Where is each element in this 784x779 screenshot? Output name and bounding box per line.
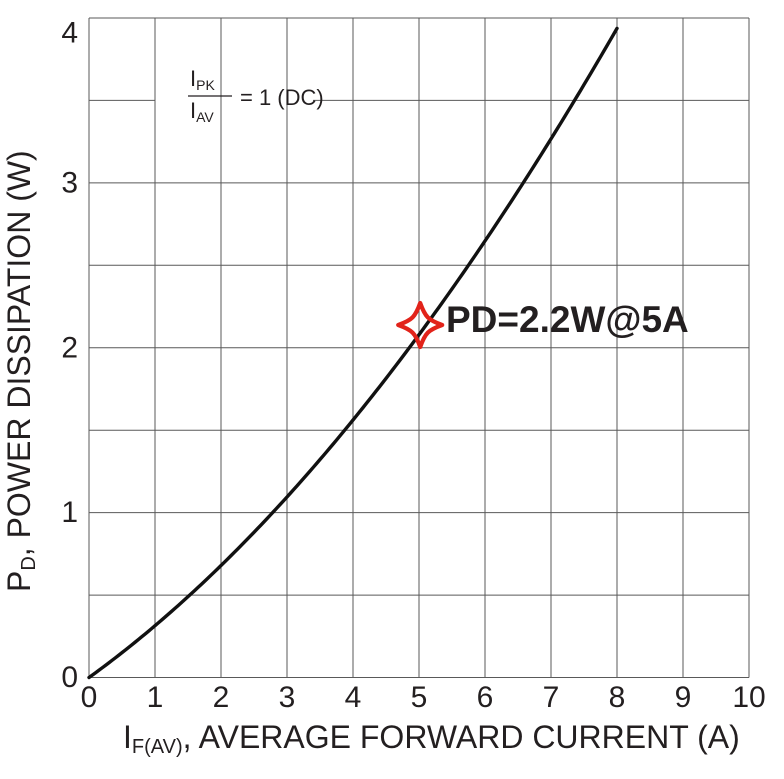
svg-text:1: 1 [147,681,164,714]
svg-text:10: 10 [732,681,765,714]
svg-text:= 1 (DC): = 1 (DC) [240,85,324,110]
svg-text:3: 3 [279,681,296,714]
svg-text:4: 4 [345,681,362,714]
svg-text:8: 8 [609,681,626,714]
svg-text:9: 9 [675,681,692,714]
svg-text:IF(AV), AVERAGE FORWARD CURREN: IF(AV), AVERAGE FORWARD CURRENT (A) [123,719,740,758]
svg-text:0: 0 [81,681,98,714]
svg-text:1: 1 [61,496,78,529]
svg-text:4: 4 [61,17,78,50]
svg-text:2: 2 [61,331,78,364]
svg-text:5: 5 [411,681,428,714]
svg-text:7: 7 [543,681,560,714]
svg-text:3: 3 [61,166,78,199]
svg-text:PD, POWER DISSIPATION (W): PD, POWER DISSIPATION (W) [1,150,40,592]
svg-text:2: 2 [213,681,230,714]
svg-text:6: 6 [477,681,494,714]
svg-text:PD=2.2W@5A: PD=2.2W@5A [446,299,689,340]
svg-text:0: 0 [61,661,78,694]
